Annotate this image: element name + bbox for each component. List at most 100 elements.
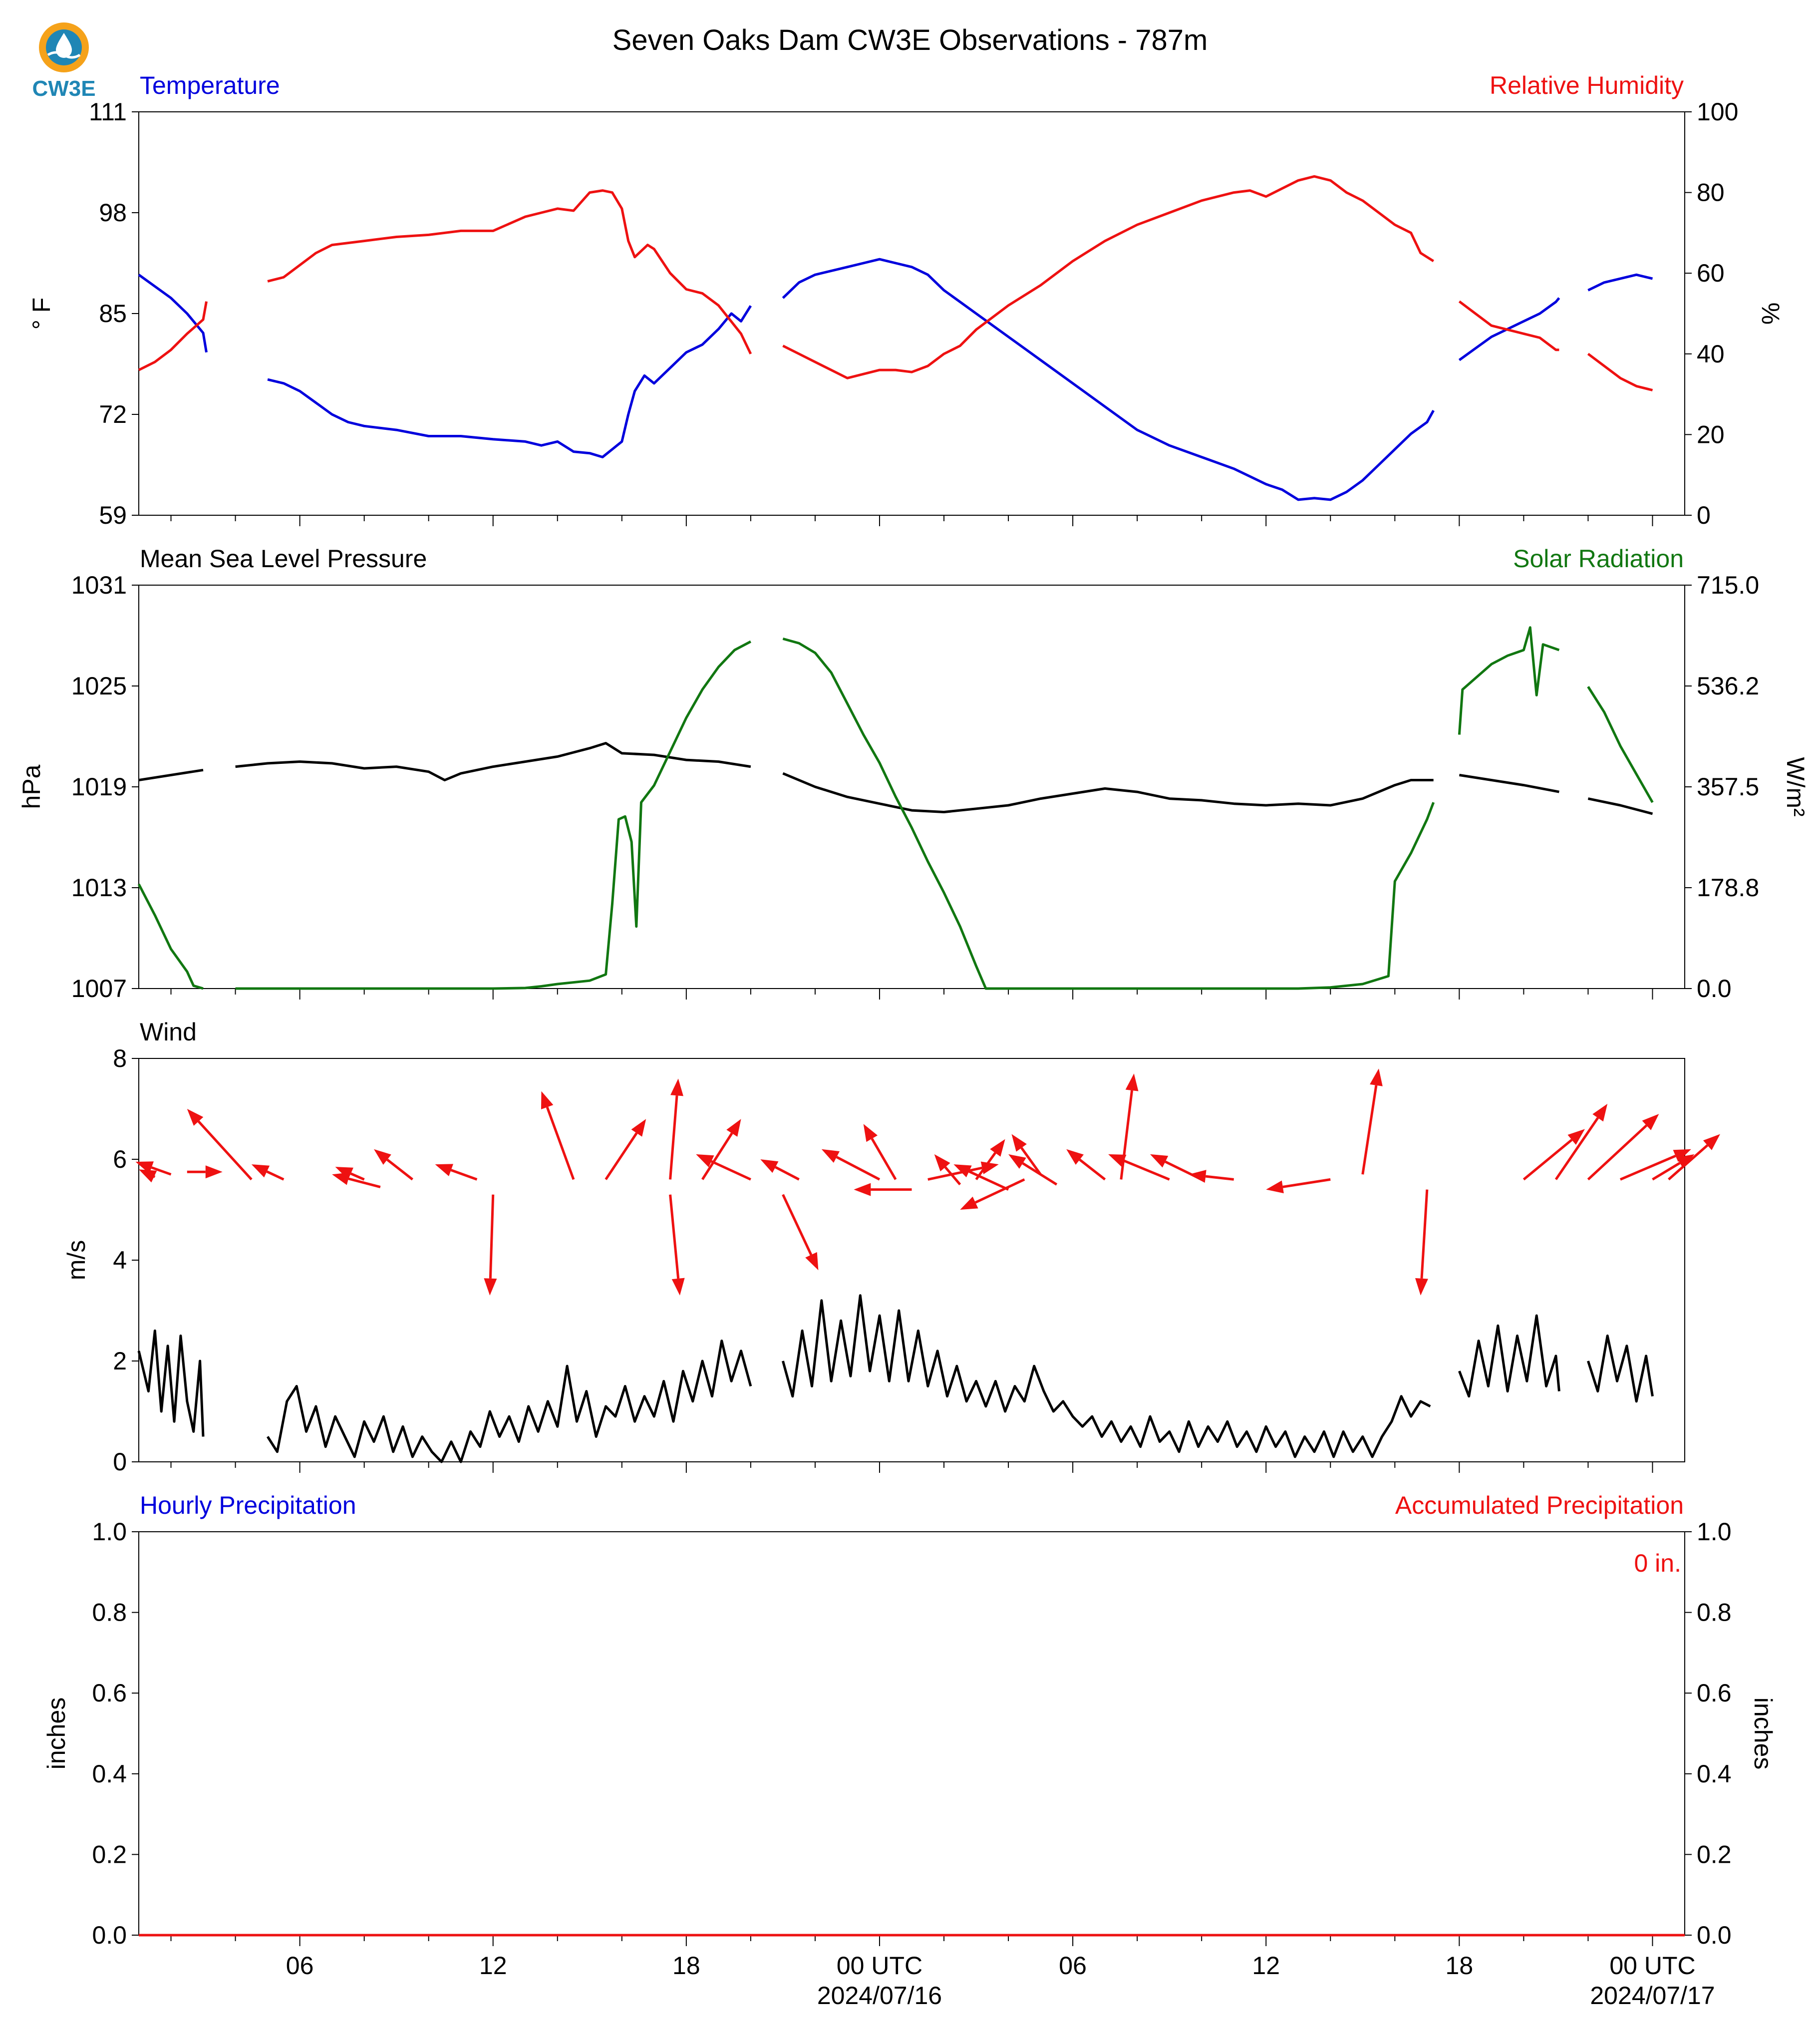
wind-vector-shaft <box>450 1169 478 1181</box>
pressure-solar-series <box>137 626 1654 990</box>
pressure-y-ticks: 1007 1013 1019 1025 1031 <box>71 571 139 1003</box>
series-line-1 <box>1587 352 1653 391</box>
wind-vector-head <box>135 1161 154 1174</box>
wind-vector-shaft <box>944 1166 961 1186</box>
wind-vector-shaft <box>605 1132 638 1180</box>
y-tick-label-left: 0.4 <box>92 1760 127 1788</box>
y-tick-label-left: 1019 <box>71 773 127 801</box>
y-tick-label-left: 1.0 <box>92 1518 127 1546</box>
wind-vector-head <box>1189 1170 1207 1183</box>
x-tick-label: 06 <box>1059 1952 1087 1980</box>
x-tick-label: 00 UTC <box>1609 1952 1695 1980</box>
solar-title: Solar Radiation <box>1513 545 1684 573</box>
temperature-title: Temperature <box>140 71 280 99</box>
wind-vector-shaft <box>1619 1154 1676 1181</box>
y-tick-label-left: 1025 <box>71 672 127 700</box>
wind-y-ticks: 0 2 4 6 8 <box>113 1044 139 1476</box>
series-line-0 <box>1587 1335 1654 1403</box>
wind-vector-shaft <box>350 1172 365 1181</box>
wind-vector-shaft <box>1120 1090 1134 1180</box>
wind-vector-head <box>187 1109 204 1126</box>
wind-vector-head <box>1150 1154 1169 1168</box>
wind-vector-shaft <box>348 1177 381 1188</box>
wind-vector-head <box>670 1078 683 1096</box>
y-tick-label-left: 8 <box>113 1044 127 1072</box>
y-tick-label-right: 0.8 <box>1697 1599 1732 1627</box>
wind-vector-head <box>1011 1134 1027 1152</box>
wind-vectors <box>135 1068 1720 1296</box>
y-tick-label-left: 0.8 <box>92 1599 127 1627</box>
series-line-1 <box>782 175 1435 379</box>
wind-vector-head <box>1676 1154 1695 1169</box>
y-tick-label-right: 0.0 <box>1697 1921 1732 1949</box>
wind-vector-head <box>1642 1114 1659 1130</box>
wind-vector-shaft <box>669 1194 680 1279</box>
wind-vector-head <box>1592 1103 1608 1122</box>
series-line-1 <box>138 301 208 371</box>
y-tick-label-right: 60 <box>1697 259 1725 287</box>
time-x-ticks <box>170 515 1653 526</box>
time-x-ticks <box>170 1462 1653 1473</box>
wind-vector-head <box>1266 1180 1284 1194</box>
wind-vector-head <box>1108 1154 1127 1167</box>
wind-vector-shaft <box>871 1138 897 1180</box>
panel-frame <box>138 111 1685 516</box>
wind-vector-head <box>805 1252 819 1271</box>
wind-vector-head <box>1125 1073 1139 1091</box>
series-line-1 <box>1458 300 1559 351</box>
wind-vector-head <box>953 1164 972 1178</box>
wind-title: Wind <box>140 1018 197 1046</box>
wind-vector-head <box>863 1124 878 1142</box>
cw3e-logo: CW3E <box>32 22 96 101</box>
humidity-axis-label: % <box>1757 303 1785 325</box>
wind-vector-shaft <box>1361 1085 1378 1175</box>
wind-vector-shaft <box>1587 1124 1648 1181</box>
wind-vector-shaft <box>1020 1147 1042 1175</box>
y-tick-label-left: 2 <box>113 1347 127 1375</box>
series-line-0 <box>266 1340 752 1463</box>
wind-vector-head <box>1066 1149 1084 1165</box>
wind-vector-shaft <box>1522 1139 1573 1181</box>
wind-vector-shaft <box>782 1194 813 1256</box>
y-tick-label-right: 357.5 <box>1697 773 1759 801</box>
x-tick-date-label: 2024/07/17 <box>1590 1982 1715 2010</box>
solar-axis-label: W/m² <box>1782 757 1810 816</box>
wind-vector-head <box>1567 1129 1585 1145</box>
wind-vector-shaft <box>1668 1144 1709 1181</box>
series-line-0 <box>138 768 204 781</box>
wind-vector-shaft <box>546 1106 575 1180</box>
hourly-precip-y-ticks: 0.0 0.2 0.4 0.6 0.8 1.0 <box>92 1518 139 1949</box>
y-tick-label-right: 100 <box>1697 98 1738 126</box>
y-tick-label-right: 715.0 <box>1697 571 1759 599</box>
x-tick-label: 06 <box>286 1952 314 1980</box>
wind-panel: Wind m/s 0 2 4 6 8 <box>62 1018 1720 1476</box>
x-tick-label: 18 <box>672 1952 700 1980</box>
wind-axis-label: m/s <box>62 1240 90 1281</box>
y-tick-label-left: 111 <box>89 98 127 126</box>
y-tick-label-right: 80 <box>1697 179 1725 207</box>
series-line-0 <box>782 772 1434 813</box>
y-tick-label-right: 0.0 <box>1697 975 1732 1003</box>
wind-vector-head <box>990 1139 1005 1157</box>
logo-text: CW3E <box>32 76 95 101</box>
series-line-0 <box>235 742 751 781</box>
y-tick-label-left: 4 <box>113 1246 127 1274</box>
series-line-0 <box>267 305 752 458</box>
y-tick-label-right: 0.2 <box>1697 1840 1732 1868</box>
y-tick-label-left: 0.6 <box>92 1679 127 1707</box>
wind-vector-head <box>821 1149 840 1163</box>
wind-vector-head <box>726 1119 741 1137</box>
pressure-solar-panel: Mean Sea Level Pressure Solar Radiation … <box>17 545 1810 1003</box>
y-tick-label-left: 0 <box>113 1448 127 1476</box>
series-line-1 <box>782 637 1435 990</box>
wind-vector-shaft <box>1652 1162 1681 1181</box>
x-tick-label: 18 <box>1446 1952 1474 1980</box>
wind-vector-shaft <box>197 1120 253 1181</box>
y-tick-label-right: 20 <box>1697 420 1725 448</box>
panel-frame <box>138 585 1685 989</box>
wind-vector-shaft <box>1420 1189 1429 1279</box>
y-tick-label-right: 0 <box>1697 501 1711 529</box>
wind-vector-shaft <box>775 1166 800 1181</box>
